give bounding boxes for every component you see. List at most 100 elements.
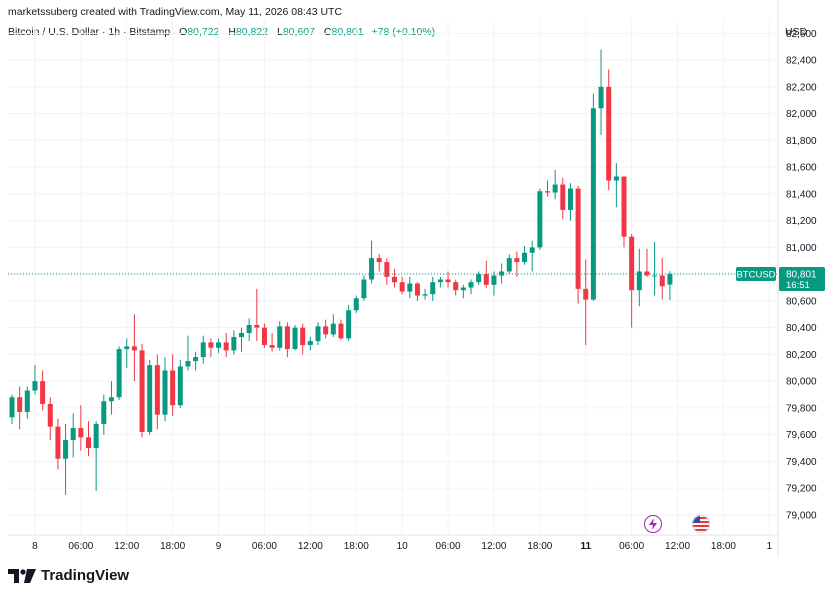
candle-body — [139, 350, 145, 432]
candle-body — [208, 342, 214, 348]
candle — [506, 254, 512, 275]
candle-body — [193, 357, 199, 362]
candle — [491, 271, 497, 296]
candle — [78, 405, 84, 451]
candle-body — [277, 326, 283, 348]
candle — [621, 176, 627, 248]
candle — [545, 180, 550, 197]
candle — [376, 254, 382, 272]
price-tag: 80,801 — [786, 270, 817, 281]
y-tick-label: 82,600 — [786, 29, 817, 40]
y-tick-label: 82,000 — [786, 109, 817, 120]
candle-body — [567, 188, 573, 210]
candle-body — [522, 252, 528, 263]
candle — [567, 183, 573, 221]
y-tick-label: 79,400 — [786, 457, 817, 468]
y-tick-label: 80,600 — [786, 296, 817, 307]
candle — [323, 319, 329, 339]
candle — [483, 260, 489, 288]
candle — [86, 421, 91, 457]
candle-body — [361, 279, 367, 299]
candle — [200, 335, 206, 364]
low-value: 80,607 — [282, 26, 315, 38]
candle-body — [47, 403, 53, 427]
candle — [177, 359, 183, 408]
candle-body — [300, 327, 306, 346]
y-tick-label: 79,800 — [786, 403, 817, 414]
candle — [338, 319, 344, 340]
candle — [193, 351, 199, 371]
candle — [292, 324, 298, 351]
candle — [139, 343, 145, 438]
candle-body — [636, 271, 642, 291]
candle-body — [514, 258, 520, 263]
candle-body — [78, 427, 84, 438]
candle-body — [453, 282, 459, 291]
candle — [667, 271, 673, 300]
candle — [514, 251, 520, 277]
symbol-title[interactable]: Bitcoin / U.S. Dollar · 1h · Bitstamp — [8, 26, 171, 38]
y-tick-label: 81,400 — [786, 189, 817, 200]
candle — [460, 284, 466, 299]
candle-body — [460, 287, 466, 291]
attribution-text: marketssuberg created with TradingView.c… — [8, 6, 343, 18]
candle-body — [55, 426, 61, 459]
currency-label[interactable]: USD — [785, 26, 808, 38]
y-tick-label: 80,200 — [786, 350, 817, 361]
candle-body — [376, 258, 382, 263]
candle — [277, 320, 283, 351]
candle-body — [330, 323, 336, 335]
candle-body — [185, 361, 191, 367]
close-value: 80,801 — [331, 26, 364, 38]
x-tick-label: 06:00 — [619, 541, 644, 552]
candle — [583, 259, 589, 346]
x-tick-label: 12:00 — [114, 541, 139, 552]
candle-body — [644, 271, 650, 276]
x-tick-label: 12:00 — [481, 541, 506, 552]
candle — [437, 276, 443, 288]
candle-body — [476, 274, 482, 283]
candle — [529, 240, 535, 272]
y-tick-label: 79,200 — [786, 484, 817, 495]
candle-body — [231, 337, 237, 351]
lightning-event-icon[interactable] — [644, 515, 662, 533]
candle — [261, 323, 267, 348]
candle — [414, 282, 420, 301]
candle-body — [407, 283, 413, 292]
candle-body — [323, 326, 329, 335]
candle-body — [499, 271, 505, 276]
candle-body — [384, 262, 390, 277]
candle — [70, 413, 76, 458]
x-tick-label: 12:00 — [665, 541, 690, 552]
candle — [330, 314, 336, 338]
candle-body — [246, 324, 252, 334]
candle — [208, 338, 214, 358]
candle — [384, 258, 390, 285]
x-tick-label: 18:00 — [527, 541, 552, 552]
price-axis[interactable]: 79,000 79,200 79,400 79,600 79,800 80,000 80,2… — [786, 29, 817, 522]
candle-body — [652, 275, 658, 277]
candle — [606, 69, 612, 190]
y-tick-label: 80,000 — [786, 377, 817, 388]
candle — [307, 337, 313, 351]
candle-body — [124, 346, 130, 350]
x-tick-label: 06:00 — [68, 541, 93, 552]
us-flag-event-icon[interactable] — [692, 515, 710, 533]
candle-body — [63, 440, 69, 459]
ticker-tag-bg — [736, 267, 776, 282]
open-label: O — [179, 26, 188, 38]
candle-body — [200, 342, 206, 358]
candle-body — [315, 326, 321, 342]
y-tick-label: 81,600 — [786, 163, 817, 174]
tradingview-logo: TradingView — [8, 567, 129, 584]
candle — [422, 288, 428, 300]
y-tick-label: 79,000 — [786, 510, 817, 521]
candle-body — [269, 345, 275, 348]
candle-body — [116, 349, 122, 398]
candle — [116, 346, 122, 400]
y-tick-label: 81,000 — [786, 243, 817, 254]
candle — [575, 185, 581, 304]
candle — [636, 248, 642, 307]
time-axis[interactable]: 8 06:00 12:00 18:00 9 06:00 12:00 18:00 10 06:00 1… — [32, 541, 772, 552]
